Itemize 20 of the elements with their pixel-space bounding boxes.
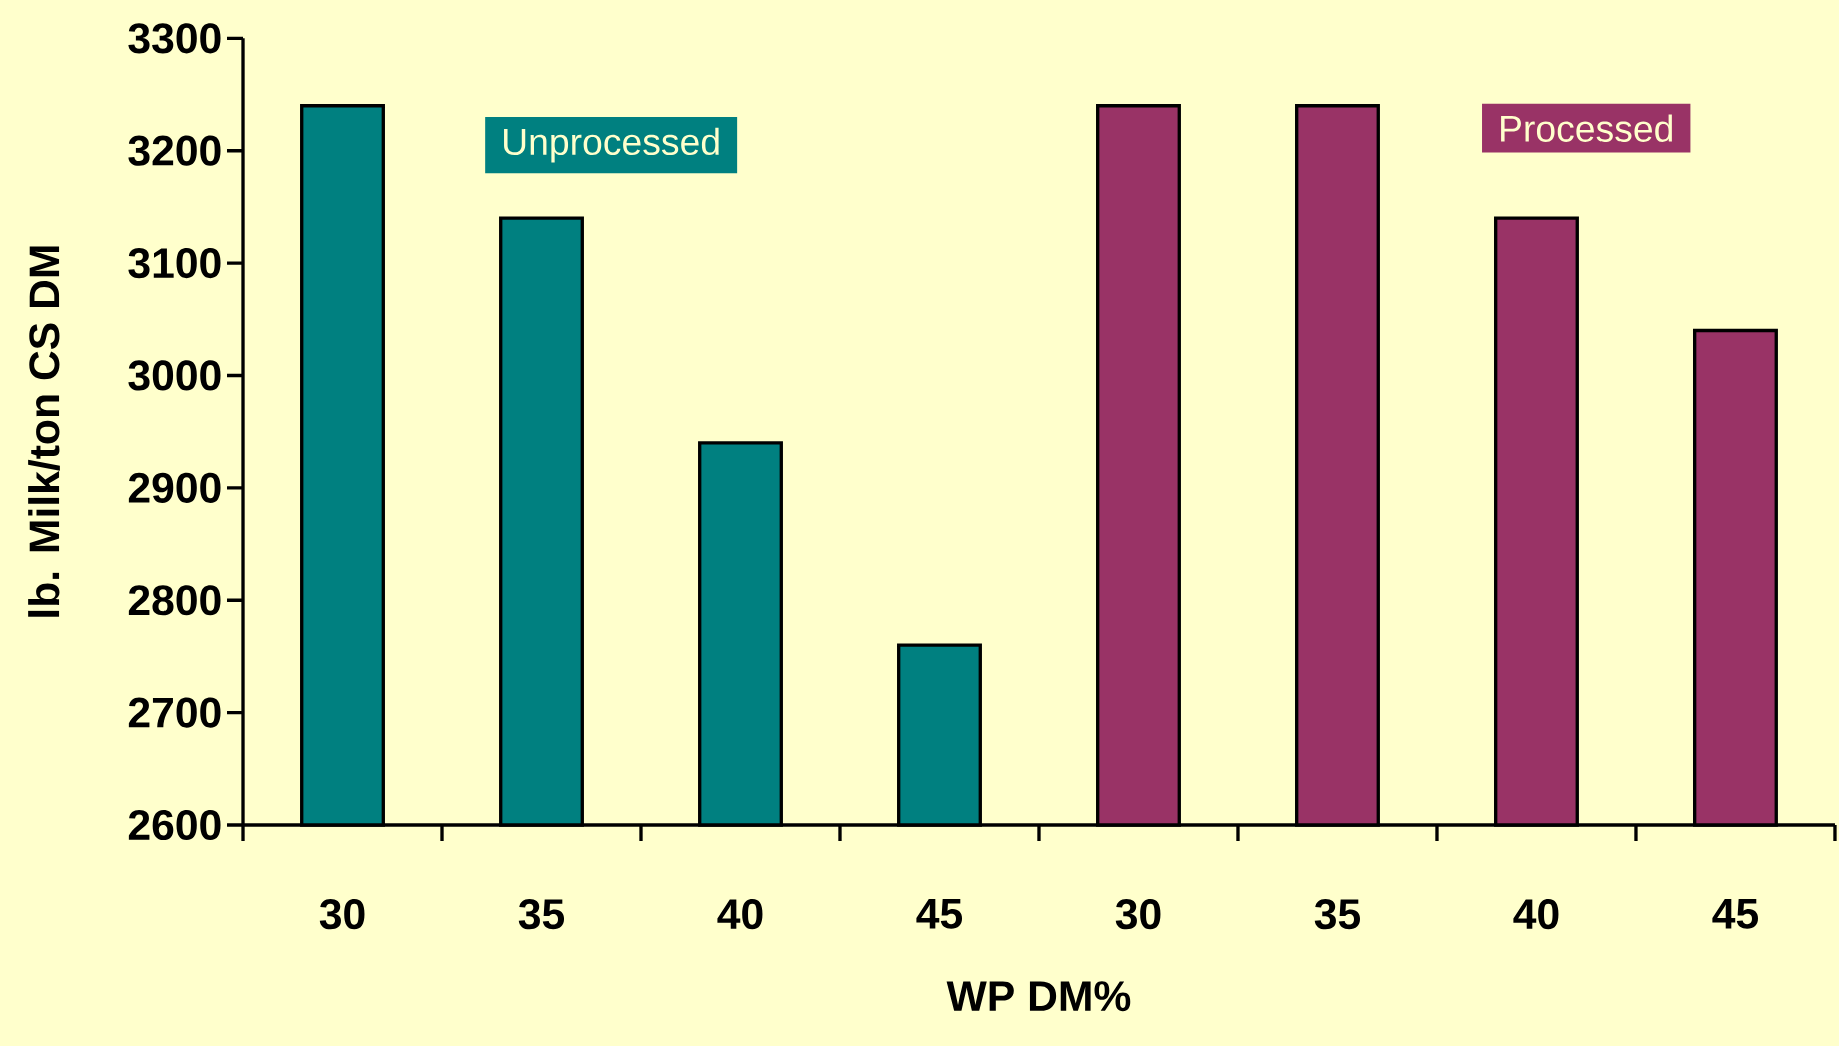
series-label: Unprocessed xyxy=(504,127,719,163)
y-tick-label: 2700 xyxy=(128,697,221,728)
x-axis-title: WP DM% xyxy=(946,981,1131,1012)
y-tick-label: 3000 xyxy=(128,360,221,391)
y-tick-label: 3100 xyxy=(128,247,221,279)
y-tick-label: 2800 xyxy=(128,585,221,616)
x-tick-label: 45 xyxy=(916,899,963,929)
y-tick-label: 3300 xyxy=(128,23,221,54)
x-tick-label: 40 xyxy=(1513,899,1559,930)
x-tick-label: 35 xyxy=(1314,899,1361,930)
x-tick-label: 35 xyxy=(518,899,565,930)
y-tick-label: 2600 xyxy=(128,809,221,841)
y-tick-label: 2900 xyxy=(128,472,221,503)
text: Processed xyxy=(1501,114,1672,142)
x-tick-label: 30 xyxy=(1115,899,1161,930)
x-tick-label: 30 xyxy=(319,899,365,930)
x-tick-label: 40 xyxy=(717,899,763,930)
y-axis-title: lb. Milk/ton CS DM xyxy=(28,246,60,617)
y-tick-label: 3200 xyxy=(128,135,221,166)
x-tick-label: 45 xyxy=(1712,899,1758,929)
